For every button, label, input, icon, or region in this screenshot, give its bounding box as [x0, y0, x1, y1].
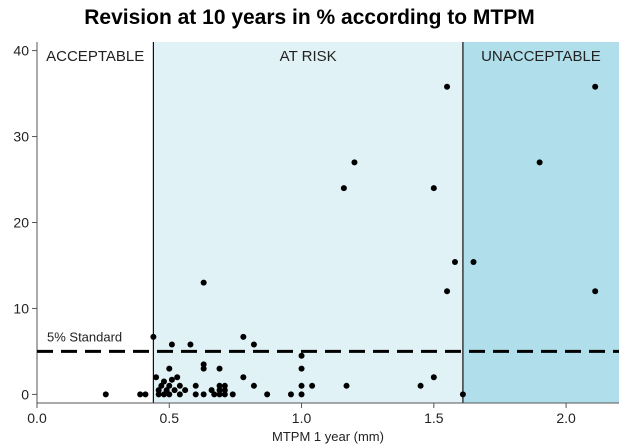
- data-point: [216, 391, 223, 398]
- data-point: [155, 387, 162, 394]
- data-point: [160, 391, 167, 398]
- data-point: [250, 341, 257, 348]
- data-point: [240, 374, 247, 381]
- zone-band: [153, 42, 463, 403]
- y-tick-label: 30: [13, 129, 29, 145]
- data-point: [264, 391, 271, 398]
- data-point: [430, 374, 437, 381]
- data-point: [208, 387, 215, 394]
- data-point: [150, 333, 157, 340]
- data-point: [536, 159, 543, 166]
- zone-label: AT RISK: [280, 48, 337, 65]
- data-point: [137, 391, 144, 398]
- data-point: [187, 341, 194, 348]
- data-point: [459, 391, 466, 398]
- data-point: [444, 83, 451, 90]
- zone-label: ACCEPTABLE: [46, 48, 144, 65]
- data-point: [309, 382, 316, 389]
- data-point: [160, 378, 167, 385]
- data-point: [176, 391, 183, 398]
- data-point: [163, 387, 170, 394]
- data-point: [470, 259, 477, 266]
- data-point: [298, 391, 305, 398]
- x-tick-label: 0.5: [160, 410, 180, 426]
- data-point: [430, 185, 437, 192]
- y-tick-label: 40: [13, 43, 29, 59]
- data-point: [298, 365, 305, 372]
- x-tick-label: 2.0: [556, 410, 576, 426]
- data-point: [176, 382, 183, 389]
- data-point: [216, 382, 223, 389]
- data-point: [182, 387, 189, 394]
- data-point: [229, 391, 236, 398]
- zone-band: [462, 42, 619, 403]
- data-point: [102, 391, 109, 398]
- data-point: [221, 391, 228, 398]
- data-point: [142, 391, 149, 398]
- zone-label: UNACCEPTABLE: [481, 48, 601, 65]
- data-point: [298, 352, 305, 359]
- data-point: [592, 288, 599, 295]
- data-point: [168, 341, 175, 348]
- x-axis-label: MTPM 1 year (mm): [272, 429, 384, 444]
- data-point: [444, 288, 451, 295]
- data-point: [417, 382, 424, 389]
- y-tick-label: 20: [13, 215, 29, 231]
- reference-line-label: 5% Standard: [47, 329, 122, 344]
- data-point: [592, 83, 599, 90]
- x-tick-label: 1.5: [424, 410, 444, 426]
- data-point: [158, 382, 165, 389]
- data-point: [166, 382, 173, 389]
- data-point: [168, 376, 175, 383]
- data-point: [221, 387, 228, 394]
- data-point: [340, 185, 347, 192]
- data-point: [153, 374, 160, 381]
- y-tick-label: 0: [21, 386, 29, 402]
- data-point: [155, 391, 162, 398]
- data-point: [298, 382, 305, 389]
- x-tick-label: 1.0: [292, 410, 312, 426]
- data-point: [171, 387, 178, 394]
- data-point: [216, 387, 223, 394]
- data-point: [166, 391, 173, 398]
- chart-title: Revision at 10 years in % according to M…: [84, 6, 535, 29]
- data-point: [192, 391, 199, 398]
- x-tick-label: 0.0: [27, 410, 47, 426]
- data-point: [200, 365, 207, 372]
- data-point: [221, 382, 228, 389]
- data-point: [200, 361, 207, 368]
- data-point: [287, 391, 294, 398]
- y-tick-label: 10: [13, 300, 29, 316]
- data-point: [211, 391, 218, 398]
- data-point: [351, 159, 358, 166]
- data-point: [166, 365, 173, 372]
- data-point: [451, 259, 458, 266]
- data-point: [343, 382, 350, 389]
- data-point: [250, 382, 257, 389]
- data-point: [192, 382, 199, 389]
- data-point: [240, 333, 247, 340]
- data-point: [216, 365, 223, 372]
- zone-band: [37, 42, 154, 403]
- data-point: [200, 279, 207, 286]
- data-point: [200, 391, 207, 398]
- data-point: [174, 374, 181, 381]
